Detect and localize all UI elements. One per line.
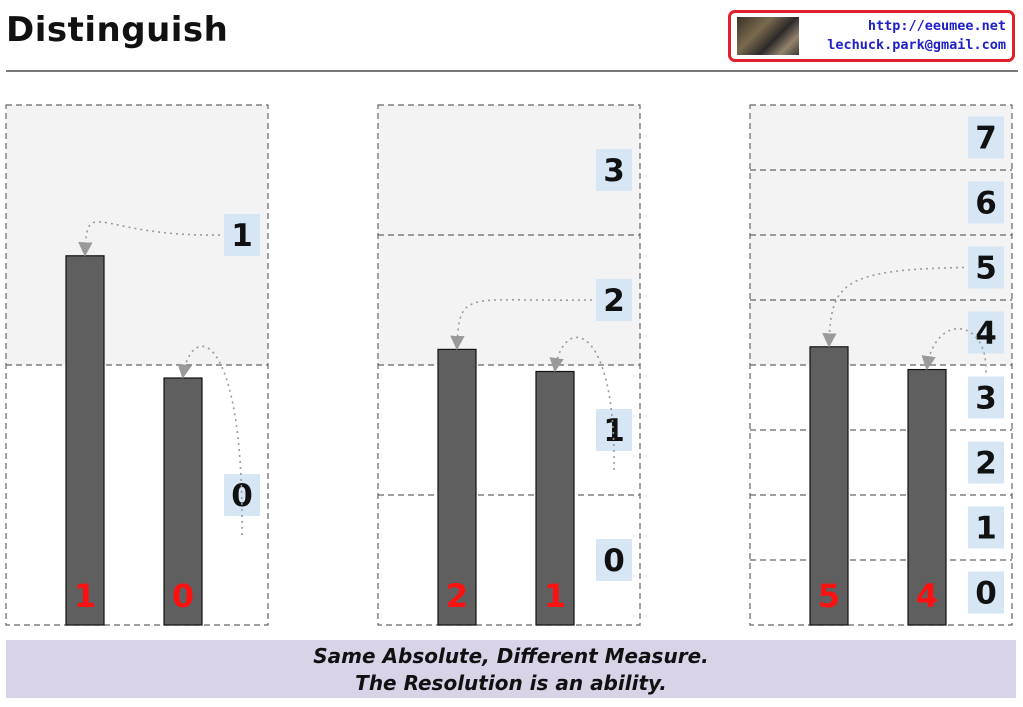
bar-label: 4 bbox=[916, 577, 938, 615]
level-label: 0 bbox=[975, 576, 997, 612]
bar-label: 2 bbox=[446, 577, 468, 615]
level-label-box bbox=[968, 506, 1004, 549]
pointer-arrow bbox=[450, 298, 593, 351]
level-label: 0 bbox=[231, 478, 253, 514]
level-label-box bbox=[968, 571, 1004, 614]
level-label-box bbox=[224, 214, 260, 256]
level-label: 2 bbox=[603, 283, 625, 319]
title-divider bbox=[6, 70, 1018, 72]
level-label: 3 bbox=[603, 153, 625, 189]
bar-2 bbox=[907, 368, 947, 626]
panel-border bbox=[377, 104, 641, 626]
level-label-box bbox=[968, 246, 1004, 289]
panel-border bbox=[5, 104, 269, 626]
level-label: 6 bbox=[975, 186, 997, 222]
pointer-arrow bbox=[921, 327, 987, 373]
bar-label: 5 bbox=[818, 577, 840, 615]
level-label: 3 bbox=[975, 381, 997, 417]
pointer-arrow bbox=[549, 336, 615, 471]
bar-label: 0 bbox=[172, 577, 194, 615]
bar-1 bbox=[65, 255, 105, 626]
level-label: 2 bbox=[975, 446, 997, 482]
panel-1: 0 1 1 0 bbox=[5, 104, 269, 626]
level-label-box bbox=[968, 181, 1004, 224]
author-badge: http://eeumee.net lechuck.park@gmail.com bbox=[728, 10, 1015, 62]
caption-line-2: The Resolution is an ability. bbox=[355, 671, 667, 695]
level-label: 1 bbox=[603, 413, 625, 449]
page-title: Distinguish bbox=[6, 10, 229, 50]
level-label-box bbox=[968, 311, 1004, 354]
bar-2 bbox=[163, 377, 203, 626]
bar-2 bbox=[535, 370, 575, 626]
level-label: 1 bbox=[975, 511, 997, 547]
level-label: 0 bbox=[603, 543, 625, 579]
bar-label: 1 bbox=[544, 577, 566, 615]
level-label: 5 bbox=[975, 251, 997, 287]
level-label-box bbox=[968, 376, 1004, 419]
pointer-arrow bbox=[78, 221, 221, 257]
bar-1 bbox=[437, 348, 477, 626]
bar-1 bbox=[809, 346, 849, 626]
level-label-box bbox=[596, 149, 632, 191]
panel-2: 0 1 2 3 2 1 bbox=[377, 104, 641, 626]
author-email-link[interactable]: lechuck.park@gmail.com bbox=[827, 37, 1006, 53]
level-label-box bbox=[968, 441, 1004, 484]
caption-bar: Same Absolute, Different Measure. The Re… bbox=[6, 640, 1016, 698]
panel-border bbox=[749, 104, 1013, 626]
level-label: 4 bbox=[975, 316, 997, 352]
caption-line-1: Same Absolute, Different Measure. bbox=[313, 644, 709, 668]
level-label-box bbox=[596, 279, 632, 321]
author-url-link[interactable]: http://eeumee.net bbox=[867, 18, 1006, 34]
level-label-box bbox=[596, 539, 632, 581]
level-label: 7 bbox=[975, 121, 997, 157]
level-label-box bbox=[968, 116, 1004, 159]
panel-3: 0 1 2 3 4 5 6 7 5 4 bbox=[749, 104, 1013, 626]
pointer-arrow bbox=[822, 266, 965, 348]
author-avatar bbox=[737, 17, 799, 55]
bar-label: 1 bbox=[74, 577, 96, 615]
level-label: 1 bbox=[231, 218, 253, 254]
